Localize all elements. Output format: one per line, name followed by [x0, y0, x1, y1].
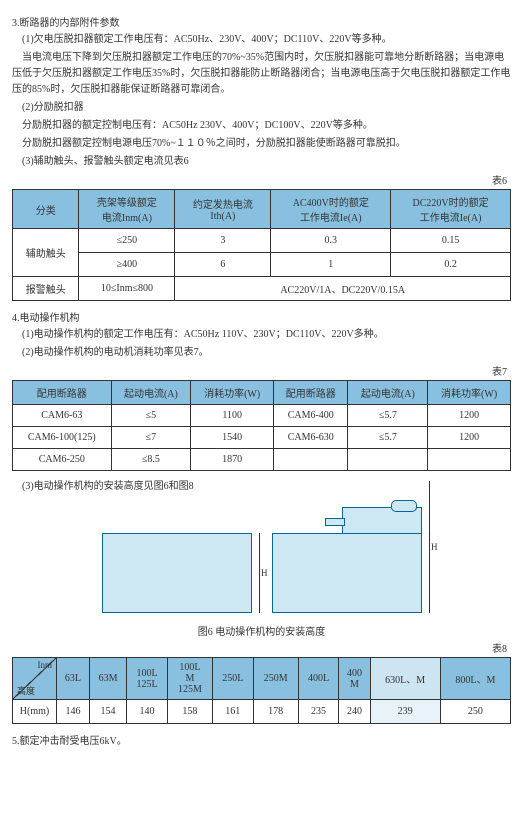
para-4-3: (3)电动操作机构的安装高度见图6和图8	[12, 479, 511, 495]
t6-r1c5: 0.15	[391, 229, 511, 253]
t6-r1c4: 0.3	[271, 229, 391, 253]
t7-h5: 起动电流(A)	[348, 381, 428, 405]
para-3-4: 分励脱扣器的额定控制电压有：AC50Hz 230V、400V；DC100V、22…	[12, 118, 511, 134]
t8-rowlabel: H(mm)	[13, 700, 57, 724]
table7-label: 表7	[16, 363, 507, 378]
t7-cell: 1100	[191, 405, 274, 427]
para-4-2: (2)电动操作机构的电动机消耗功率见表7。	[12, 345, 511, 361]
t6-r3c2: 10≤Inm≤800	[79, 277, 175, 301]
t6-r1c2: ≤250	[79, 229, 175, 253]
t7-cell: ≤5	[111, 405, 191, 427]
t7-h2: 起动电流(A)	[111, 381, 191, 405]
section-5-title: 5.额定冲击耐受电压6kV。	[12, 732, 511, 747]
t6-r2c5: 0.2	[391, 253, 511, 277]
table-7: 配用断路器 起动电流(A) 消耗功率(W) 配用断路器 起动电流(A) 消耗功率…	[12, 380, 511, 471]
t6-r2c4: 1	[271, 253, 391, 277]
t6-r2c3: 6	[175, 253, 271, 277]
table8-label: 表8	[16, 640, 507, 655]
t8-val: 240	[339, 700, 370, 724]
t8-col: 250L	[212, 658, 253, 700]
fig6-caption: 图6 电动操作机构的安装高度	[12, 623, 511, 638]
fig6-right-h: H	[424, 481, 436, 613]
t7-h4: 配用断路器	[274, 381, 348, 405]
t7-cell: 1870	[191, 449, 274, 471]
t7-cell: 1200	[428, 405, 511, 427]
t7-cell	[428, 449, 511, 471]
t8-col: 400M	[339, 658, 370, 700]
table-8: Inm 高度 63L63M100L125L100LM125M250L250M40…	[12, 657, 511, 724]
t6-h1: 分类	[13, 190, 79, 229]
t7-cell: ≤8.5	[111, 449, 191, 471]
t8-col: 400L	[298, 658, 339, 700]
t8-col: 63M	[89, 658, 126, 700]
t7-cell: CAM6-63	[13, 405, 112, 427]
table6-label: 表6	[16, 172, 507, 187]
t6-r1c1: 辅助触头	[13, 229, 79, 277]
t8-col: 100LM125M	[167, 658, 212, 700]
fig6-right-box	[272, 533, 422, 613]
t7-cell: 1540	[191, 427, 274, 449]
section-3-title: 3.断路器的内部附件参数	[12, 14, 511, 29]
t8-col: 630L、M	[370, 658, 440, 700]
t7-cell: ≤5.7	[348, 405, 428, 427]
para-3-2: 当电流电压下降到欠压脱扣器额定工作电压的70%~35%范围内时，欠压脱扣器能可靠…	[12, 50, 511, 98]
figure-6: H H	[12, 507, 511, 613]
t6-r3c1: 报警触头	[13, 277, 79, 301]
t7-cell: CAM6-100(125)	[13, 427, 112, 449]
t8-col: 100L125L	[127, 658, 168, 700]
t7-cell: CAM6-250	[13, 449, 112, 471]
para-4-1: (1)电动操作机构的额定工作电压有：AC50Hz 110V、230V；DC110…	[12, 327, 511, 343]
t8-val: 158	[167, 700, 212, 724]
t8-diag: Inm 高度	[13, 658, 57, 700]
t7-h6: 消耗功率(W)	[428, 381, 511, 405]
t8-val: 250	[440, 700, 510, 724]
t6-r2c2: ≥400	[79, 253, 175, 277]
t8-col: 63L	[57, 658, 90, 700]
para-3-5: 分励脱扣器额定控制电源电压70%~１１０％之间时，分励脱扣器能使断路器可靠脱扣。	[12, 136, 511, 152]
t8-val: 235	[298, 700, 339, 724]
t6-h4: AC400V时的额定工作电流Ie(A)	[271, 190, 391, 229]
section-4-title: 4.电动操作机构	[12, 309, 511, 324]
t7-cell: CAM6-630	[274, 427, 348, 449]
t8-val: 154	[89, 700, 126, 724]
t7-cell	[274, 449, 348, 471]
t8-val: 146	[57, 700, 90, 724]
t7-cell: ≤7	[111, 427, 191, 449]
t8-val: 140	[127, 700, 168, 724]
t8-col: 800L、M	[440, 658, 510, 700]
para-3-3: (2)分励脱扣器	[12, 100, 511, 116]
t7-cell: CAM6-400	[274, 405, 348, 427]
t6-h3: 约定发热电流Ith(A)	[175, 190, 271, 229]
t8-val: 161	[212, 700, 253, 724]
t7-cell: 1200	[428, 427, 511, 449]
t6-r3c3: AC220V/1A、DC220V/0.15A	[175, 277, 511, 301]
t8-val: 178	[253, 700, 298, 724]
para-3-1: (1)欠电压脱扣器额定工作电压有：AC50Hz、230V、400V；DC110V…	[12, 32, 511, 48]
t6-h5: DC220V时的额定工作电流Ie(A)	[391, 190, 511, 229]
t6-r1c3: 3	[175, 229, 271, 253]
t8-val: 239	[370, 700, 440, 724]
t7-cell	[348, 449, 428, 471]
t7-cell: ≤5.7	[348, 427, 428, 449]
t7-h3: 消耗功率(W)	[191, 381, 274, 405]
table-6: 分类 壳架等级额定电流Inm(A) 约定发热电流Ith(A) AC400V时的额…	[12, 189, 511, 301]
t6-h2: 壳架等级额定电流Inm(A)	[79, 190, 175, 229]
fig6-motor	[342, 507, 422, 533]
fig6-left-h: H	[254, 533, 266, 613]
fig6-left-box	[102, 533, 252, 613]
t7-h1: 配用断路器	[13, 381, 112, 405]
t8-col: 250M	[253, 658, 298, 700]
para-3-6: (3)辅助触头、报警触头额定电流见表6	[12, 154, 511, 170]
